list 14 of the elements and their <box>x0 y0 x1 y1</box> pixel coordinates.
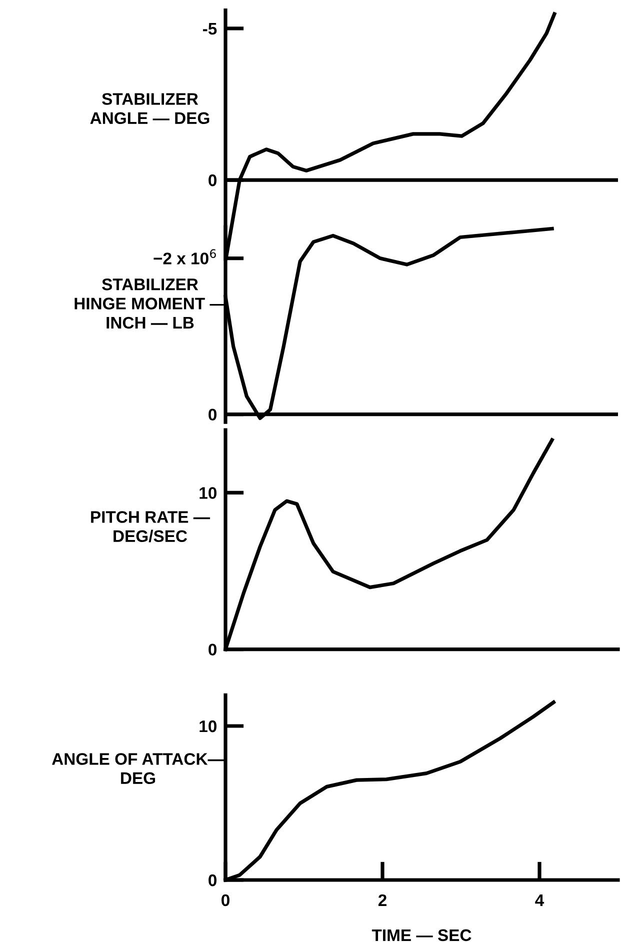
y-tick-label: 10 <box>200 487 216 499</box>
y-tick-label: −2 x 10$^{6}$ <box>154 249 216 264</box>
x-tick-label: 0 <box>222 894 230 906</box>
y-tick-label: 0 <box>208 408 216 421</box>
y-tick-label: 10 <box>200 720 216 732</box>
x-axis-title: TIME — SEC <box>372 929 472 942</box>
y-tick-label: 0 <box>208 174 216 186</box>
y-tick-label: 0 <box>208 644 216 656</box>
x-tick-label: 4 <box>535 894 544 906</box>
x-tick-label: 2 <box>378 894 386 906</box>
y-tick-label: 0 <box>208 874 216 886</box>
y-axis-title: STABILIZER ANGLE — DEG <box>90 93 210 124</box>
y-axis-title: PITCH RATE — DEG/SEC <box>91 511 210 542</box>
y-tick-label: -5 <box>203 23 217 35</box>
